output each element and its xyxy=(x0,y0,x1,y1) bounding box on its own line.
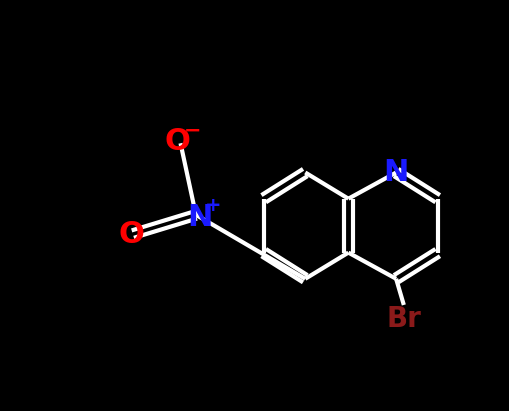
Text: +: + xyxy=(204,196,221,215)
Text: Br: Br xyxy=(386,305,420,333)
Text: O: O xyxy=(118,219,144,249)
Text: N: N xyxy=(383,158,408,187)
Text: −: − xyxy=(184,121,201,141)
Text: N: N xyxy=(187,203,212,233)
Text: O: O xyxy=(164,127,190,156)
